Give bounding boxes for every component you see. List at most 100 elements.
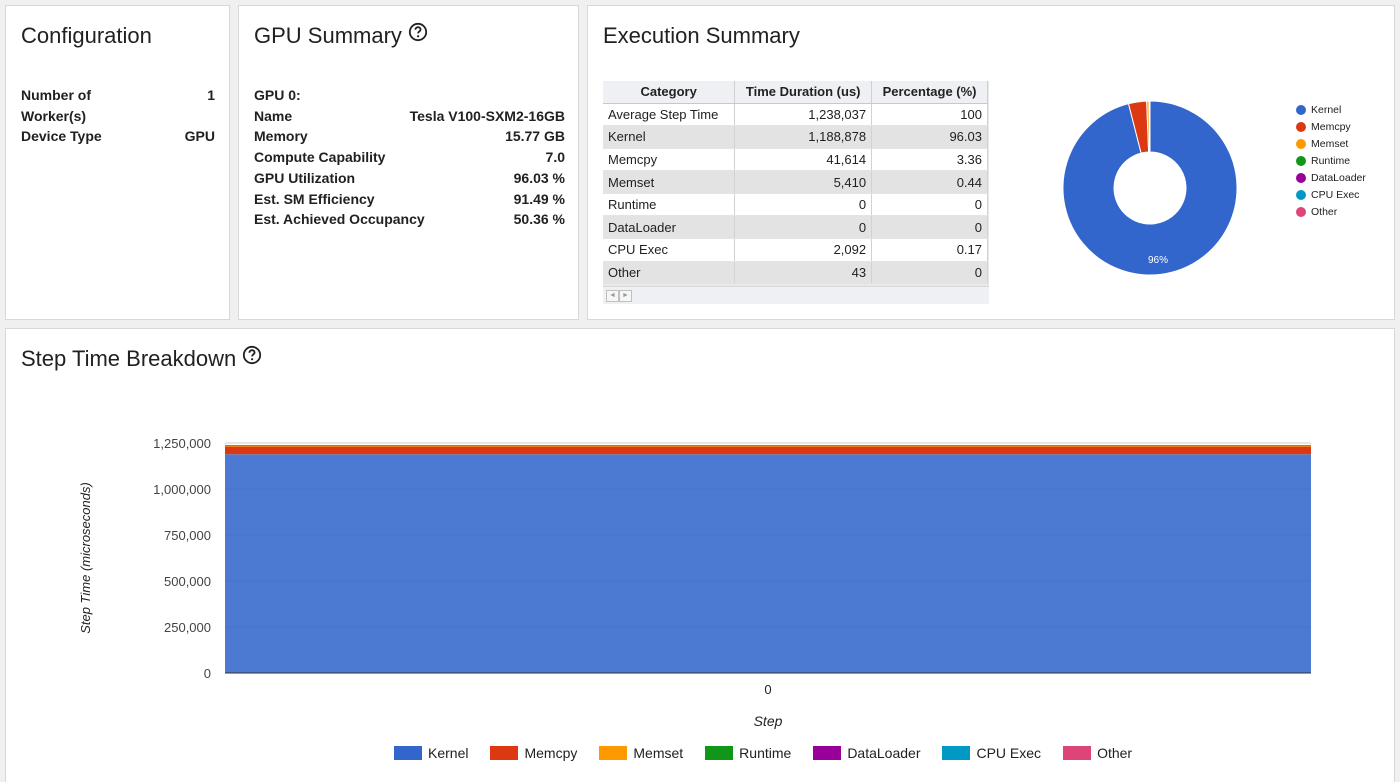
table-row[interactable]: Kernel 1,188,878 96.03 (603, 125, 988, 149)
category-cell: Memset (603, 170, 736, 194)
gpu-label: Compute Capability (254, 149, 386, 166)
percentage-cell: 0 (871, 193, 988, 217)
step-legend-item[interactable]: Memcpy (490, 745, 577, 761)
legend-label: Other (1311, 205, 1338, 218)
gpu-summary-card: GPU Summary GPU 0: Name Tesla V100-SXM2-1… (238, 5, 579, 320)
pie-legend-item[interactable]: Other (1296, 203, 1366, 220)
legend-swatch-icon (1063, 746, 1092, 760)
table-header-row: Category Time Duration (us) Percentage (… (603, 81, 988, 104)
step-breakdown-title: Step Time Breakdown (21, 346, 237, 371)
config-label: Number of Worker(s) (21, 87, 91, 124)
legend-dot-icon (1296, 138, 1306, 149)
area-series-other[interactable] (225, 445, 1311, 447)
gpu-row: Est. SM Efficiency 91.49 % (254, 189, 565, 210)
category-cell: Kernel (603, 125, 736, 149)
table-row[interactable]: Memset 5,410 0.44 (603, 170, 988, 194)
legend-label: Other (1097, 745, 1133, 761)
help-circle-icon[interactable] (242, 345, 262, 371)
duration-cell: 0 (734, 193, 873, 217)
legend-dot-icon (1296, 121, 1306, 132)
percentage-cell: 96.03 (871, 125, 988, 149)
gpu-label: GPU Utilization (254, 169, 356, 186)
gpu-row: GPU Utilization 96.03 % (254, 168, 565, 189)
table-row[interactable]: Other 43 0 (603, 261, 988, 285)
column-header[interactable]: Percentage (%) (871, 81, 988, 104)
pie-legend-item[interactable]: Runtime (1296, 152, 1366, 169)
duration-cell: 5,410 (734, 170, 873, 194)
gpu-label: Est. Achieved Occupancy (254, 211, 425, 228)
legend-label: DataLoader (847, 745, 921, 761)
table-row[interactable]: Memcpy 41,614 3.36 (603, 148, 988, 172)
y-tick-label: 750,000 (164, 528, 211, 543)
gpu-value: 96.03 % (513, 169, 565, 186)
area-series-memset[interactable] (225, 445, 1311, 447)
execution-pie-chart: 96% (1062, 100, 1238, 276)
step-legend-item[interactable]: Other (1063, 745, 1132, 761)
gpu-value: 7.0 (545, 149, 565, 166)
y-axis-label: Step Time (microseconds) (78, 482, 93, 634)
legend-label: Kernel (1311, 103, 1342, 116)
category-cell: DataLoader (603, 215, 736, 240)
legend-label: DataLoader (1311, 171, 1366, 184)
pie-legend-item[interactable]: CPU Exec (1296, 186, 1366, 203)
gpu-header-label: GPU 0: (254, 87, 301, 103)
duration-cell: 1,238,037 (734, 103, 873, 127)
y-tick-label: 500,000 (164, 574, 211, 589)
gpu-label: Est. SM Efficiency (254, 190, 375, 207)
gpu-value: 15.77 GB (505, 128, 565, 145)
pie-slice-label: 96% (1148, 255, 1168, 266)
legend-label: CPU Exec (1311, 188, 1360, 201)
pie-legend-item[interactable]: Memcpy (1296, 118, 1366, 135)
step-legend-item[interactable]: Kernel (394, 745, 468, 761)
gpu-row: Memory 15.77 GB (254, 126, 565, 147)
gpu-value: 50.36 % (513, 211, 565, 228)
legend-swatch-icon (705, 746, 734, 760)
area-series-memcpy[interactable] (225, 446, 1311, 455)
percentage-cell: 0 (871, 261, 988, 285)
legend-label: Memset (1311, 137, 1349, 150)
step-legend-item[interactable]: DataLoader (813, 745, 920, 761)
scroll-left-icon[interactable]: ◄ (606, 290, 619, 302)
legend-label: Memset (633, 745, 684, 761)
configuration-title: Configuration (21, 23, 152, 48)
gpu-value: 91.49 % (513, 190, 565, 207)
help-circle-icon[interactable] (408, 22, 428, 48)
gpu-label: Memory (254, 128, 308, 145)
configuration-card: Configuration Number of Worker(s) 1 Devi… (5, 5, 230, 320)
y-tick-label: 1,250,000 (153, 436, 211, 451)
execution-summary-title: Execution Summary (603, 23, 800, 48)
duration-cell: 41,614 (734, 148, 873, 172)
legend-dot-icon (1296, 155, 1306, 166)
category-cell: Memcpy (603, 148, 736, 172)
scroll-right-icon[interactable]: ► (619, 290, 632, 302)
gpu-summary-title-wrap: GPU Summary (254, 23, 428, 49)
pie-legend-item[interactable]: Kernel (1296, 101, 1366, 118)
table-row[interactable]: Average Step Time 1,238,037 100 (603, 103, 988, 127)
percentage-cell: 100 (871, 103, 988, 127)
table-row[interactable]: Runtime 0 0 (603, 193, 988, 217)
table-row[interactable]: CPU Exec 2,092 0.17 (603, 238, 988, 262)
pie-legend-item[interactable]: DataLoader (1296, 169, 1366, 186)
step-legend-item[interactable]: Memset (599, 745, 683, 761)
config-row-workers: Number of Worker(s) 1 (21, 85, 215, 126)
column-header[interactable]: Time Duration (us) (734, 81, 873, 104)
step-legend-item[interactable]: Runtime (705, 745, 791, 761)
y-tick-label: 250,000 (164, 620, 211, 635)
step-chart-legend: Kernel Memcpy Memset Runtime DataLoader CPU E… (394, 745, 1154, 761)
table-row[interactable]: DataLoader 0 0 (603, 215, 988, 240)
execution-table: Category Time Duration (us) Percentage (… (603, 81, 988, 285)
area-series-kernel[interactable] (225, 454, 1311, 673)
gpu-summary-title: GPU Summary (254, 23, 402, 48)
gpu-row: Compute Capability 7.0 (254, 147, 565, 168)
pie-slice-kernel[interactable] (1062, 100, 1238, 276)
y-tick-label: 1,000,000 (153, 482, 211, 497)
pie-legend-item[interactable]: Memset (1296, 135, 1366, 152)
column-header[interactable]: Category (603, 81, 736, 104)
step-legend-item[interactable]: CPU Exec (942, 745, 1041, 761)
percentage-cell: 0.44 (871, 170, 988, 194)
legend-swatch-icon (942, 746, 971, 760)
y-tick-label: 0 (204, 666, 211, 681)
table-scrollbar[interactable]: ◄ ► (603, 286, 989, 304)
gpu-summary-list: GPU 0: Name Tesla V100-SXM2-16GB Memory 15… (254, 85, 565, 230)
category-cell: Average Step Time (603, 103, 736, 127)
